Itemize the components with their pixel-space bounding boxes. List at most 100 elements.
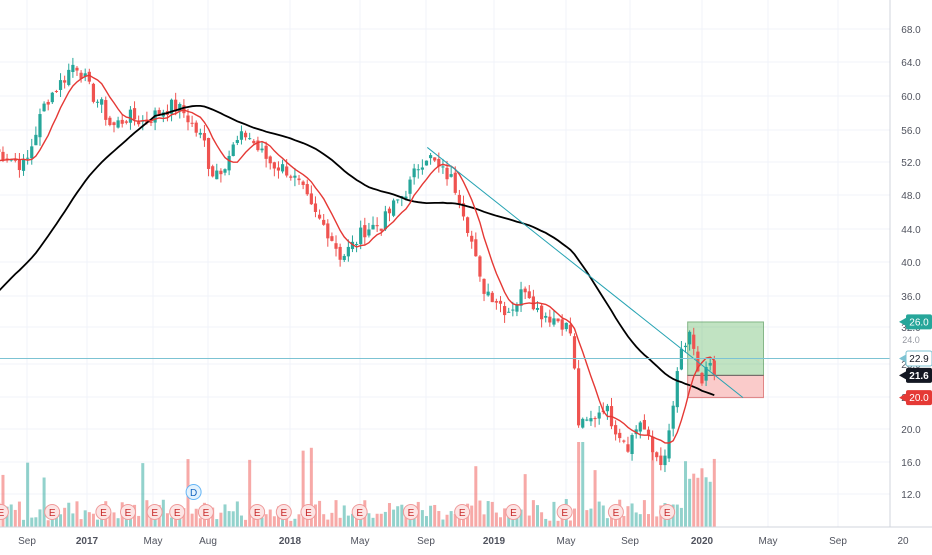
candle[interactable] [133, 101, 136, 125]
candle[interactable] [569, 318, 572, 336]
candle[interactable] [42, 101, 45, 111]
candle[interactable] [330, 232, 333, 241]
candle[interactable] [256, 137, 259, 152]
candle[interactable] [170, 99, 173, 122]
earnings-marker[interactable]: E [276, 505, 291, 520]
candle[interactable] [573, 333, 576, 369]
candle[interactable] [108, 116, 111, 126]
candle[interactable] [326, 219, 329, 247]
candle[interactable] [482, 278, 485, 301]
candle[interactable] [59, 73, 62, 97]
candle[interactable] [228, 151, 231, 176]
candle[interactable] [71, 58, 74, 78]
candle[interactable] [195, 120, 198, 136]
candle[interactable] [18, 153, 21, 178]
candle[interactable] [215, 164, 218, 180]
candle[interactable] [659, 447, 662, 470]
earnings-marker[interactable]: E [403, 505, 418, 520]
candle[interactable] [655, 451, 658, 461]
candle[interactable] [466, 217, 469, 237]
candle[interactable] [371, 216, 374, 229]
candle[interactable] [519, 282, 522, 312]
earnings-marker[interactable]: E [455, 505, 470, 520]
candle[interactable] [622, 440, 625, 444]
candle[interactable] [75, 66, 78, 76]
candle[interactable] [680, 341, 683, 370]
candle[interactable] [67, 64, 70, 87]
candle[interactable] [647, 426, 650, 439]
candle[interactable] [417, 164, 420, 178]
candle[interactable] [297, 175, 300, 185]
earnings-marker[interactable]: E [121, 505, 136, 520]
candle[interactable] [273, 162, 276, 177]
candle[interactable] [565, 322, 568, 331]
candle[interactable] [626, 437, 629, 453]
candle[interactable] [121, 114, 124, 127]
candle[interactable] [117, 117, 120, 129]
candle[interactable] [581, 417, 584, 428]
candle[interactable] [343, 254, 346, 262]
candle[interactable] [643, 414, 646, 429]
candle[interactable] [277, 161, 280, 178]
candle[interactable] [610, 398, 613, 429]
candle[interactable] [363, 218, 366, 245]
candle[interactable] [104, 97, 107, 126]
candle[interactable] [532, 290, 535, 311]
candle[interactable] [207, 138, 210, 177]
moving-average-slow[interactable] [0, 106, 714, 395]
candle[interactable] [223, 168, 226, 175]
earnings-marker[interactable]: E [352, 505, 367, 520]
candle[interactable] [598, 406, 601, 425]
candle[interactable] [429, 153, 432, 165]
candle[interactable] [458, 190, 461, 208]
candle[interactable] [47, 100, 50, 111]
candle[interactable] [499, 296, 502, 312]
earnings-marker[interactable]: E [250, 505, 265, 520]
candle[interactable] [540, 304, 543, 328]
candle[interactable] [433, 157, 436, 162]
earnings-marker[interactable]: E [170, 505, 185, 520]
dividend-marker[interactable]: D [186, 485, 201, 500]
candle[interactable] [413, 164, 416, 185]
candle[interactable] [528, 285, 531, 299]
candle[interactable] [244, 131, 247, 141]
candle[interactable] [491, 291, 494, 302]
candle[interactable] [663, 449, 666, 472]
candle[interactable] [614, 420, 617, 440]
candle[interactable] [232, 142, 235, 156]
candle[interactable] [236, 136, 239, 145]
candle[interactable] [318, 209, 321, 219]
candle[interactable] [593, 416, 596, 427]
candle[interactable] [79, 70, 82, 83]
candle[interactable] [30, 139, 33, 165]
candle[interactable] [507, 308, 510, 313]
candle[interactable] [63, 76, 66, 89]
candle[interactable] [248, 133, 251, 140]
candle[interactable] [112, 122, 115, 133]
candle[interactable] [100, 97, 103, 113]
earnings-marker[interactable]: E [506, 505, 521, 520]
candle[interactable] [310, 185, 313, 205]
candle[interactable] [322, 214, 325, 226]
candle[interactable] [376, 217, 379, 232]
candle[interactable] [96, 99, 99, 107]
candle[interactable] [470, 231, 473, 249]
candle[interactable] [676, 367, 679, 413]
earnings-marker[interactable]: E [147, 505, 162, 520]
candle[interactable] [51, 92, 54, 104]
candle[interactable] [240, 125, 243, 144]
candle[interactable] [618, 429, 621, 443]
candle[interactable] [219, 168, 222, 182]
candle[interactable] [408, 176, 411, 200]
candle[interactable] [191, 116, 194, 127]
candle[interactable] [265, 142, 268, 168]
candle[interactable] [302, 180, 305, 189]
candle[interactable] [392, 199, 395, 218]
candle[interactable] [552, 311, 555, 327]
candle[interactable] [334, 235, 337, 256]
candle[interactable] [34, 127, 37, 146]
earnings-marker[interactable]: E [45, 505, 60, 520]
earnings-marker[interactable]: E [96, 505, 111, 520]
candle[interactable] [544, 312, 547, 322]
